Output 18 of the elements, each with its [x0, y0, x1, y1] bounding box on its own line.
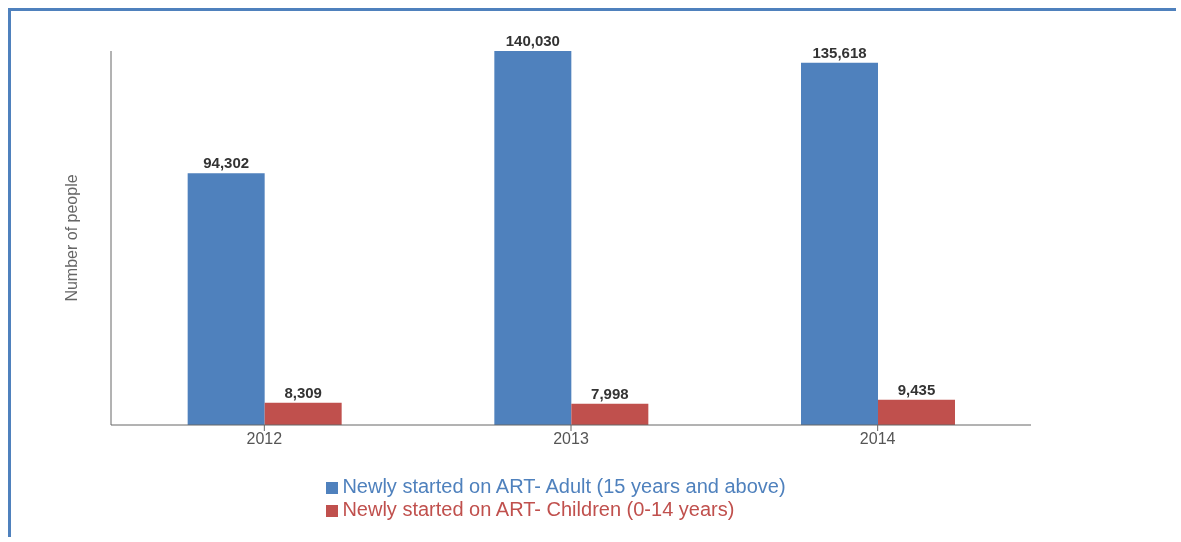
legend-label: Newly started on ART- Children (0-14 years) [342, 498, 735, 520]
bar [494, 51, 572, 425]
data-label: 94,302 [203, 154, 250, 172]
data-label: 140,030 [505, 32, 560, 49]
data-label: 135,618 [812, 43, 867, 61]
bar [878, 399, 955, 425]
x-tick-label: 2013 [553, 430, 589, 448]
bar [571, 403, 649, 425]
bar [801, 62, 878, 425]
y-axis-title: Number of people [62, 174, 80, 302]
bar [187, 173, 265, 425]
data-label: 7,998 [591, 384, 629, 402]
legend-label: Newly started on ART- Adult (15 years and above) [342, 475, 786, 497]
x-tick-label: 2012 [246, 430, 283, 448]
data-label: 9,435 [897, 380, 936, 398]
bar [264, 402, 342, 425]
data-label: 8,309 [284, 383, 322, 401]
x-tick-label: 2014 [859, 430, 896, 448]
